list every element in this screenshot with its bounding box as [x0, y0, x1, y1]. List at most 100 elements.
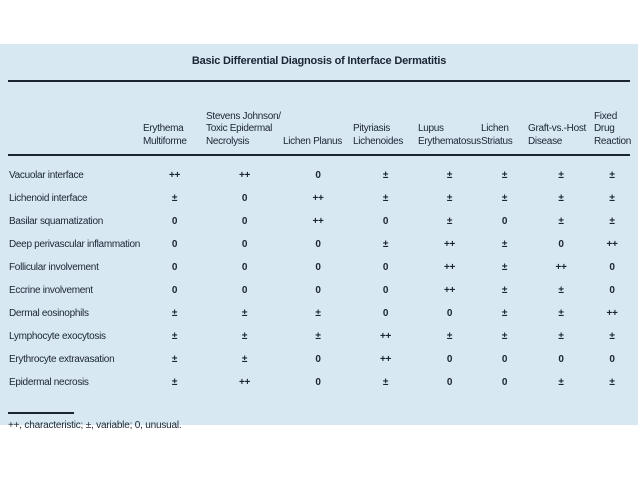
table-row: Lymphocyte exocytosis ± ± ± ++ ± ± ± ±: [8, 325, 630, 348]
value-cell: ±: [171, 331, 178, 342]
value-cell: ±: [315, 331, 321, 342]
value-cell: ±: [501, 308, 508, 319]
value-cell: 0: [501, 377, 508, 388]
row-label: Basilar squamatization: [9, 216, 104, 227]
value-cell: 0: [315, 262, 321, 273]
value-cell: ±: [558, 377, 564, 388]
header-row: Erythema Multiforme Stevens Johnson/ Toxi…: [8, 82, 631, 156]
row-label: Epidermal necrosis: [9, 377, 89, 388]
value-cell: 0: [558, 354, 564, 365]
column-header-6: Lichen Striatus: [481, 82, 528, 156]
value-cell: ++: [379, 331, 392, 342]
value-cell: ++: [312, 216, 324, 227]
row-label: Eccrine involvement: [9, 285, 93, 296]
value-cell: ±: [501, 262, 508, 273]
row-label: Deep perivascular inflammation: [9, 239, 141, 250]
row-label: Follicular involvement: [9, 262, 99, 273]
value-cell: 0: [315, 170, 321, 181]
table-title: Basic Differential Diagnosis of Interfac…: [191, 55, 447, 67]
value-cell: ±: [241, 354, 248, 365]
value-cell: ±: [609, 216, 615, 227]
value-cell: 0: [315, 377, 321, 388]
table-row: Epidermal necrosis ± ++ 0 ±0 0 ± ±: [8, 371, 630, 394]
value-cell: ±: [446, 170, 453, 181]
row-label: Lichenoid interface: [9, 193, 88, 204]
table-row: Erythrocyte extravasation ± ±0 ++ 0 0 0 0: [8, 348, 630, 371]
value-cell: ±: [501, 331, 508, 342]
value-cell: ++: [238, 377, 251, 388]
value-cell: ±: [501, 285, 508, 296]
value-cell: ±: [558, 193, 564, 204]
value-cell: ±: [609, 377, 615, 388]
value-cell: ±: [171, 193, 178, 204]
value-cell: 0: [609, 354, 615, 365]
value-cell: ±: [558, 308, 564, 319]
diagnosis-table: Erythema Multiforme Stevens Johnson/ Toxi…: [8, 82, 631, 394]
value-cell: ±: [171, 377, 178, 388]
value-cell: ±: [241, 308, 248, 319]
value-cell: 0: [171, 262, 178, 273]
value-cell: 0: [501, 216, 508, 227]
value-cell: 0: [382, 285, 389, 296]
value-cell: ±: [609, 170, 615, 181]
value-cell: 0: [382, 216, 389, 227]
row-label-header: [8, 82, 143, 156]
value-cell: 0: [315, 285, 321, 296]
value-cell: 0: [241, 239, 248, 250]
value-cell: 0: [171, 285, 178, 296]
table-row: Follicular involvement 0 0 0 0 ++ ± ++ 0: [8, 256, 630, 279]
row-label: Lymphocyte exocytosis: [9, 331, 106, 342]
value-cell: ±: [446, 216, 453, 227]
table-row: Deep perivascular inflammation 0 0 0 ± ++ ±0 ++: [8, 233, 630, 256]
value-cell: ±: [382, 377, 389, 388]
value-cell: 0: [382, 262, 389, 273]
value-cell: ++: [168, 170, 181, 181]
value-cell: 0: [609, 262, 615, 273]
value-cell: ±: [558, 170, 564, 181]
value-cell: ±: [558, 285, 564, 296]
table-row: Dermal eosinophils ± ± ±0 0 ± ± ++: [8, 302, 630, 325]
value-cell: 0: [501, 354, 508, 365]
value-cell: ++: [312, 193, 324, 204]
value-cell: ++: [443, 262, 456, 273]
value-cell: 0: [446, 308, 453, 319]
value-cell: 0: [171, 239, 178, 250]
value-cell: ±: [382, 193, 389, 204]
table-row: Lichenoid interface ±0 ++ ± ± ± ± ±: [8, 187, 630, 210]
value-cell: ±: [558, 216, 564, 227]
value-cell: 0: [241, 216, 248, 227]
value-cell: 0: [315, 239, 321, 250]
value-cell: 0: [609, 285, 615, 296]
column-header-4: Pityriasis Lichenoides: [353, 82, 418, 156]
value-cell: ±: [609, 331, 615, 342]
table-row: Vacuolar interface ++ ++ 0 ± ± ± ± ±: [8, 155, 630, 187]
value-cell: 0: [558, 239, 564, 250]
value-cell: ±: [241, 331, 248, 342]
column-header-3: Lichen Planus: [283, 82, 353, 156]
value-cell: ++: [379, 354, 392, 365]
value-cell: 0: [382, 308, 389, 319]
table-row: Basilar squamatization 0 0 ++ 0 ±0 ± ±: [8, 210, 630, 233]
value-cell: 0: [315, 354, 321, 365]
value-cell: 0: [446, 377, 453, 388]
table-content: Basic Differential Diagnosis of Interfac…: [8, 44, 631, 431]
value-cell: ++: [443, 239, 456, 250]
value-cell: ±: [382, 170, 389, 181]
row-label: Vacuolar interface: [9, 170, 84, 181]
value-cell: ++: [606, 239, 618, 250]
value-cell: ±: [315, 308, 321, 319]
value-cell: 0: [446, 354, 453, 365]
column-header-8: Fixed Drug Reaction: [594, 82, 631, 156]
value-cell: ±: [501, 170, 508, 181]
value-cell: ±: [501, 193, 508, 204]
value-cell: ++: [443, 285, 456, 296]
column-header-5: Lupus Erythematosus: [418, 82, 481, 156]
footnote: ++, characteristic; ±, variable; 0, unus…: [8, 420, 182, 431]
value-cell: ±: [171, 308, 178, 319]
value-cell: ±: [171, 354, 178, 365]
column-header-1: Erythema Multiforme: [143, 82, 206, 156]
value-cell: ±: [558, 331, 564, 342]
row-label: Erythrocyte extravasation: [9, 354, 115, 365]
value-cell: 0: [241, 285, 248, 296]
